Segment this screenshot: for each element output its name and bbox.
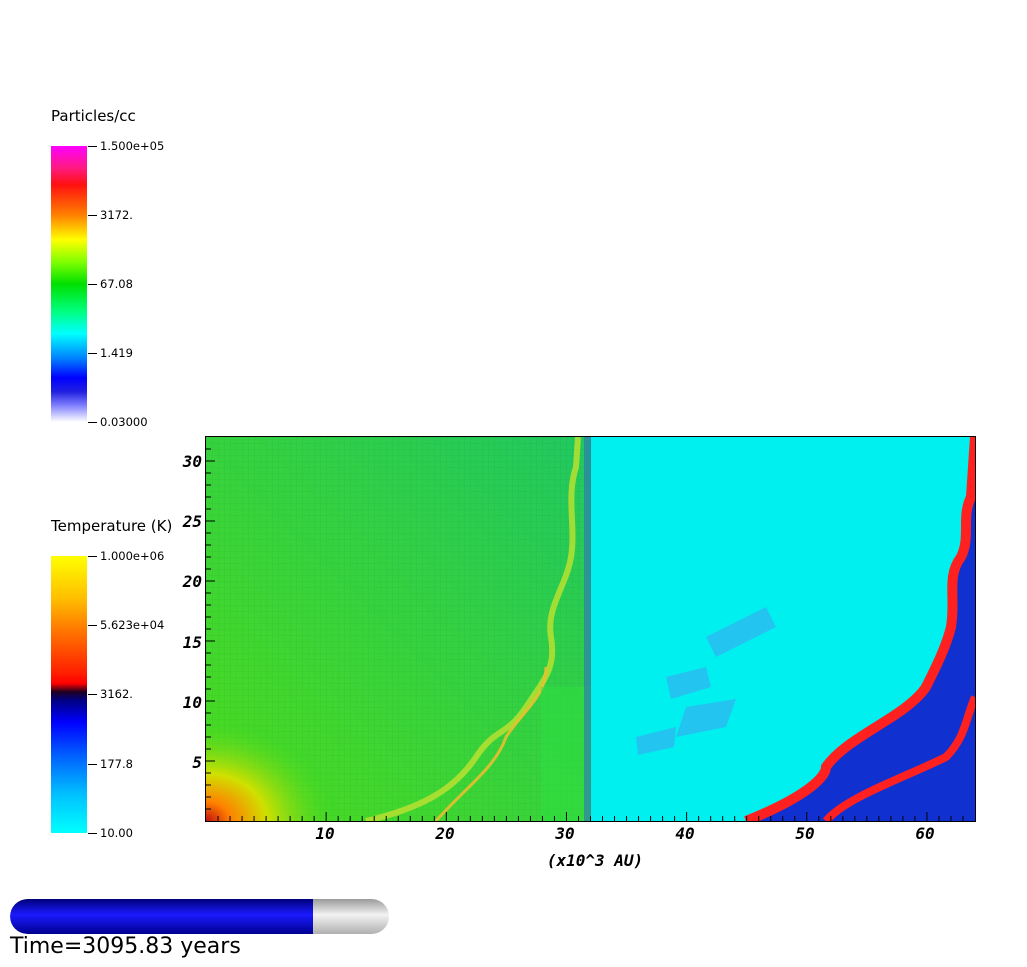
x-tick-label: 60 <box>915 824 935 843</box>
temperature-tick: 3162. <box>88 687 133 701</box>
y-tick-label: 25 <box>182 512 202 531</box>
density-colorbar-title: Particles/cc <box>51 107 136 125</box>
density-tick: 1.419 <box>88 346 133 360</box>
x-axis-label: (x10^3 AU) <box>546 851 644 870</box>
x-tick-label: 30 <box>555 824 575 843</box>
density-tick: 0.03000 <box>88 415 148 429</box>
y-tick-label: 10 <box>182 693 202 712</box>
y-tick-label: 20 <box>182 572 202 591</box>
density-colorbar <box>51 146 87 422</box>
temperature-shock-front <box>744 437 975 821</box>
density-refined-block <box>541 687 591 821</box>
time-progress-fill <box>10 899 314 934</box>
temperature-tick: 10.00 <box>88 826 133 840</box>
temperature-shell <box>746 437 975 821</box>
density-outer-strip <box>584 437 591 821</box>
density-tick: 1.500e+05 <box>87 139 165 153</box>
density-source <box>206 587 506 821</box>
x-tick-label: 20 <box>435 824 455 843</box>
density-tick: 3172. <box>88 208 133 222</box>
density-tick: 67.08 <box>88 277 133 291</box>
x-tick-label: 50 <box>795 824 815 843</box>
y-tick-label: 30 <box>182 452 202 471</box>
temperature-colorbar <box>51 556 87 833</box>
x-tick-label: 10 <box>315 824 335 843</box>
temperature-tick: 5.623e+04 <box>87 618 165 632</box>
temperature-tick: 177.8 <box>88 757 133 771</box>
temperature-shock-inner <box>822 695 975 821</box>
y-tick-label: 15 <box>182 633 202 652</box>
temperature-internal-waves <box>636 607 776 755</box>
y-tick-label: 5 <box>192 753 202 772</box>
simulation-heatmap <box>206 437 975 821</box>
temperature-colorbar-title: Temperature (K) <box>51 517 173 535</box>
temperature-tick: 1.000e+06 <box>87 549 165 563</box>
simulation-plot[interactable] <box>205 436 976 822</box>
time-label: Time=3095.83 years <box>10 934 241 959</box>
time-progress-bar[interactable] <box>10 899 389 934</box>
x-tick-label: 40 <box>675 824 695 843</box>
density-shock-front-inner <box>434 666 548 821</box>
